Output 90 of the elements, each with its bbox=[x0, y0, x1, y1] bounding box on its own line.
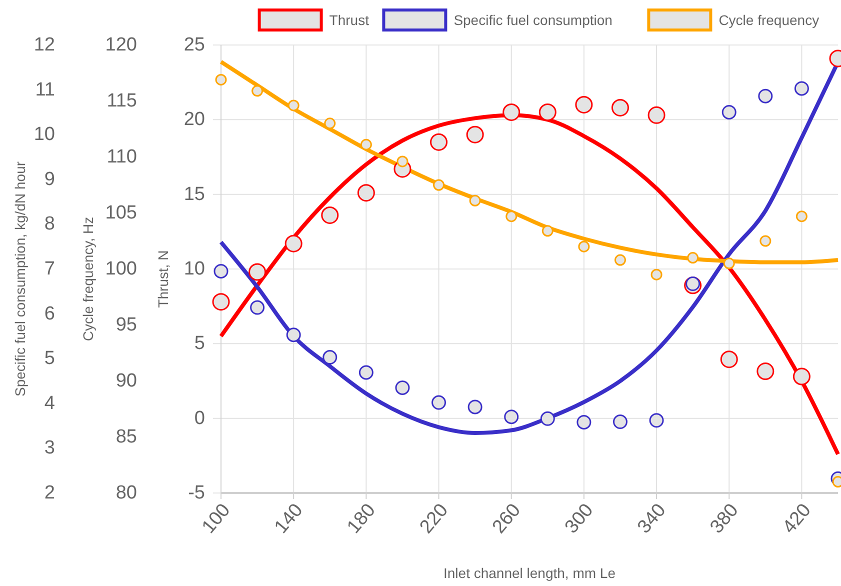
y3-axis-title: Specific fuel consumption, kg/dN hour bbox=[12, 161, 28, 397]
legend-label: Cycle frequency bbox=[718, 12, 820, 28]
point bbox=[794, 81, 809, 96]
point bbox=[504, 410, 519, 424]
point bbox=[648, 106, 666, 124]
y3-tick-label: 10 bbox=[34, 124, 55, 146]
point bbox=[395, 380, 410, 395]
point bbox=[649, 413, 664, 428]
point bbox=[756, 362, 774, 380]
y2-tick-label: 90 bbox=[116, 370, 137, 392]
legend-label: Thrust bbox=[329, 12, 370, 28]
point bbox=[215, 74, 227, 86]
y3-tick-label: 2 bbox=[44, 482, 55, 504]
x-tick-label: 180 bbox=[343, 500, 380, 538]
point bbox=[288, 100, 300, 112]
point bbox=[614, 254, 626, 266]
x-tick-label: 300 bbox=[561, 500, 598, 538]
y2-tick-label: 105 bbox=[105, 202, 137, 224]
y3-tick-label: 5 bbox=[44, 348, 55, 370]
point bbox=[360, 138, 372, 150]
y3-tick-label: 4 bbox=[44, 392, 56, 414]
point bbox=[430, 133, 448, 151]
point bbox=[286, 328, 301, 342]
point bbox=[540, 411, 555, 426]
y3-tick-label: 8 bbox=[44, 214, 55, 235]
point bbox=[468, 400, 482, 414]
y2-tick-label: 80 bbox=[116, 482, 137, 504]
y2-axis-title: Cycle frequency, Hz bbox=[80, 216, 96, 342]
point bbox=[321, 206, 339, 224]
point bbox=[433, 179, 445, 191]
point bbox=[723, 258, 735, 270]
y3-tick-label: 7 bbox=[44, 258, 55, 280]
point bbox=[722, 104, 736, 120]
x-tick-label: 380 bbox=[706, 500, 743, 538]
point bbox=[611, 98, 629, 116]
point bbox=[796, 210, 808, 222]
point bbox=[250, 300, 265, 315]
point bbox=[792, 368, 810, 386]
y3-tick-label: 6 bbox=[44, 303, 55, 324]
y-tick-label: 15 bbox=[184, 184, 205, 205]
y-tick-label: 0 bbox=[194, 408, 205, 429]
point bbox=[396, 156, 408, 168]
y2-tick-label: 115 bbox=[106, 90, 137, 112]
point bbox=[212, 293, 230, 311]
y2-tick-label: 95 bbox=[116, 314, 137, 336]
point bbox=[578, 240, 590, 252]
y-tick-label: 25 bbox=[184, 34, 205, 56]
point bbox=[576, 414, 592, 430]
y-tick-label: 10 bbox=[184, 258, 205, 280]
point bbox=[358, 365, 374, 380]
y3-tick-label: 11 bbox=[35, 79, 55, 100]
y-tick-label: 5 bbox=[194, 333, 205, 354]
point bbox=[542, 225, 554, 237]
y2-tick-label: 100 bbox=[105, 258, 137, 280]
x-tick-label: 260 bbox=[488, 500, 526, 538]
point bbox=[720, 350, 738, 368]
point bbox=[466, 126, 484, 144]
x-tick-label: 220 bbox=[416, 500, 452, 538]
point bbox=[214, 264, 228, 278]
y2-tick-label: 120 bbox=[105, 34, 137, 56]
point bbox=[502, 103, 520, 121]
point bbox=[506, 210, 518, 222]
point bbox=[248, 263, 266, 281]
y2-tick-label: 85 bbox=[116, 426, 137, 448]
point bbox=[687, 252, 699, 264]
x-tick-label: 140 bbox=[270, 500, 308, 538]
point bbox=[322, 350, 338, 365]
point bbox=[760, 235, 772, 247]
point bbox=[575, 96, 593, 114]
y-axis-title: Thrust, N bbox=[155, 250, 171, 308]
point bbox=[252, 85, 264, 97]
x-tick-label: 340 bbox=[634, 500, 670, 538]
point bbox=[284, 234, 302, 252]
x-axis-title: Inlet channel length, mm Le bbox=[444, 565, 616, 581]
point bbox=[469, 194, 481, 206]
y3-tick-label: 3 bbox=[44, 438, 55, 459]
point bbox=[758, 88, 773, 104]
point bbox=[357, 184, 375, 202]
x-tick-label: 420 bbox=[778, 500, 816, 538]
legend-label: Specific fuel consumption bbox=[454, 12, 612, 28]
point bbox=[686, 276, 700, 292]
point bbox=[538, 103, 556, 121]
point bbox=[650, 268, 662, 280]
y-tick-label: 20 bbox=[184, 109, 205, 130]
point bbox=[432, 395, 446, 410]
y3-tick-label: 9 bbox=[44, 168, 55, 190]
point bbox=[324, 118, 336, 130]
point bbox=[612, 414, 628, 430]
y2-tick-label: 110 bbox=[106, 146, 137, 168]
y3-tick-label: 12 bbox=[34, 34, 55, 56]
